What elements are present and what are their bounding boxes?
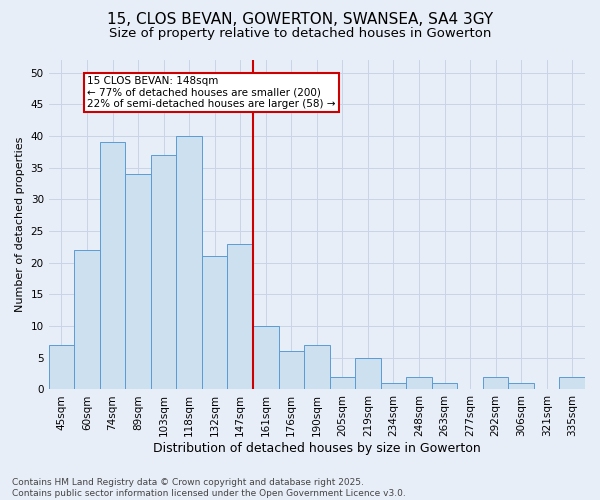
Bar (278, 352, 304, 390)
Text: 15 CLOS BEVAN: 148sqm
← 77% of detached houses are smaller (200)
22% of semi-det: 15 CLOS BEVAN: 148sqm ← 77% of detached … (87, 76, 335, 109)
Bar (125, 174, 151, 390)
Bar (74, 250, 100, 390)
Bar (151, 155, 176, 390)
Text: Contains HM Land Registry data © Crown copyright and database right 2025.
Contai: Contains HM Land Registry data © Crown c… (12, 478, 406, 498)
Bar (329, 377, 355, 390)
Bar (304, 345, 329, 390)
Bar (202, 256, 227, 390)
Bar (380, 383, 406, 390)
Bar (176, 136, 202, 390)
Bar (406, 377, 432, 390)
X-axis label: Distribution of detached houses by size in Gowerton: Distribution of detached houses by size … (153, 442, 481, 455)
Bar (559, 377, 585, 390)
Bar (483, 377, 508, 390)
Bar (432, 383, 457, 390)
Bar (49, 345, 74, 390)
Bar (227, 244, 253, 390)
Bar (100, 142, 125, 390)
Bar (508, 383, 534, 390)
Text: Size of property relative to detached houses in Gowerton: Size of property relative to detached ho… (109, 28, 491, 40)
Bar (355, 358, 380, 390)
Text: 15, CLOS BEVAN, GOWERTON, SWANSEA, SA4 3GY: 15, CLOS BEVAN, GOWERTON, SWANSEA, SA4 3… (107, 12, 493, 28)
Y-axis label: Number of detached properties: Number of detached properties (15, 137, 25, 312)
Bar (253, 326, 278, 390)
